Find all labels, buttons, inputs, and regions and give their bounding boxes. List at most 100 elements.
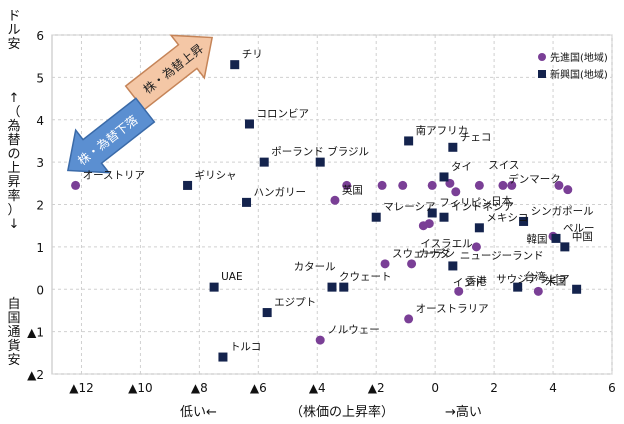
point-label: クウェート xyxy=(339,271,392,283)
point-advanced xyxy=(474,180,484,190)
point-advanced xyxy=(454,286,464,296)
point-label: 台湾 xyxy=(525,270,546,283)
point-emerging xyxy=(244,119,254,129)
point-emerging xyxy=(519,216,529,226)
x-axis-high-label: →高い xyxy=(445,404,482,420)
point-emerging xyxy=(218,352,228,362)
x-tick-label: ▲4 xyxy=(309,381,326,395)
y-tick-label: 4 xyxy=(36,114,44,128)
x-tick-label: ▲10 xyxy=(128,381,153,395)
point-emerging xyxy=(230,60,240,70)
point-advanced xyxy=(377,180,387,190)
point-label: フィリピン xyxy=(439,197,491,209)
point-label: トルコ xyxy=(230,341,261,353)
point-label: ペルー xyxy=(563,222,595,234)
point-advanced xyxy=(71,180,81,190)
y-tick-label: 6 xyxy=(36,29,44,43)
x-tick-label: 6 xyxy=(608,381,616,395)
point-advanced xyxy=(471,242,481,252)
point-emerging xyxy=(315,157,325,167)
point-emerging xyxy=(448,142,458,152)
point-emerging xyxy=(183,180,193,190)
point-label: メキシコ xyxy=(486,212,528,224)
point-label: ポーランド xyxy=(271,146,324,158)
legend-label-advanced: 先進国(地域) xyxy=(550,51,608,64)
x-tick-label: ▲12 xyxy=(69,381,94,395)
point-label: ニュージーランド xyxy=(460,250,544,262)
point-emerging xyxy=(439,172,449,182)
annotation-label: イスラエル xyxy=(420,238,472,250)
point-advanced xyxy=(427,180,437,190)
point-advanced xyxy=(398,180,408,190)
x-tick-label: ▲6 xyxy=(250,381,267,395)
x-axis-title: （株価の上昇率） xyxy=(290,404,394,420)
point-label: シンガポール xyxy=(531,205,594,217)
legend: 先進国(地域) 新興国(地域) xyxy=(538,51,608,81)
point-label: 英国 xyxy=(342,183,363,196)
point-label: インドネシア xyxy=(451,201,514,213)
annotation-label: スイス xyxy=(488,159,519,171)
y-tick-label: ▲1 xyxy=(27,326,44,340)
annotation-label: カタール xyxy=(294,261,336,273)
point-label: UAE xyxy=(221,271,243,283)
annotation-label: 韓国 xyxy=(527,234,548,246)
point-advanced xyxy=(533,286,543,296)
point-emerging xyxy=(551,233,561,243)
point-label: チリ xyxy=(242,49,263,61)
point-label: ハンガリー xyxy=(254,186,306,198)
point-emerging xyxy=(513,282,523,292)
point-advanced xyxy=(330,195,340,205)
point-emerging xyxy=(474,223,484,233)
legend-marker-emerging xyxy=(538,70,546,78)
point-label: チェコ xyxy=(460,131,492,143)
x-tick-label: 0 xyxy=(431,381,439,395)
point-emerging xyxy=(259,157,269,167)
annotation-label: インド xyxy=(453,277,485,289)
annotation-label: 日本 xyxy=(491,195,512,208)
point-advanced xyxy=(563,185,573,195)
point-label: ギリシャ xyxy=(195,169,237,181)
point-label: マレーシア xyxy=(383,201,435,213)
x-tick-label: ▲2 xyxy=(368,381,385,395)
point-label: 香港 xyxy=(466,275,487,287)
legend-label-emerging: 新興国(地域) xyxy=(550,68,608,81)
data-marks xyxy=(71,60,582,362)
point-emerging xyxy=(404,136,414,146)
y-tick-label: 5 xyxy=(36,71,44,85)
point-label: オーストリア xyxy=(83,169,145,181)
point-label: オーストラリア xyxy=(416,303,489,315)
point-label: ブラジル xyxy=(327,145,369,158)
point-label: ノルウェー xyxy=(327,324,380,336)
point-label: サウジアラビア xyxy=(496,273,570,285)
x-tick-label: 4 xyxy=(549,381,557,395)
point-emerging xyxy=(560,242,570,252)
y-axis-top-label: ドル安 xyxy=(7,9,21,52)
point-emerging xyxy=(262,308,272,318)
point-advanced xyxy=(404,314,414,324)
point-advanced xyxy=(342,180,352,190)
point-emerging xyxy=(448,261,458,271)
x-tick-label: 2 xyxy=(490,381,498,395)
point-emerging xyxy=(327,282,337,292)
point-label: 米国 xyxy=(545,274,566,287)
point-advanced xyxy=(498,180,508,190)
y-axis-bottom-label: 自国通貨安 xyxy=(7,297,21,368)
point-advanced xyxy=(418,221,428,231)
point-emerging xyxy=(371,212,381,222)
point-advanced xyxy=(315,335,325,345)
x-tick-label: ▲8 xyxy=(191,381,208,395)
point-advanced xyxy=(407,259,417,269)
point-advanced xyxy=(507,180,517,190)
y-tick-label: 3 xyxy=(36,156,44,170)
point-emerging xyxy=(572,284,582,294)
y-tick-label: ▲2 xyxy=(27,368,44,382)
point-advanced xyxy=(380,259,390,269)
point-emerging xyxy=(439,212,449,222)
y-tick-label: 0 xyxy=(36,283,44,297)
point-label: 南アフリカ xyxy=(416,124,469,137)
point-advanced xyxy=(554,180,564,190)
point-label: エジプト xyxy=(274,297,316,309)
